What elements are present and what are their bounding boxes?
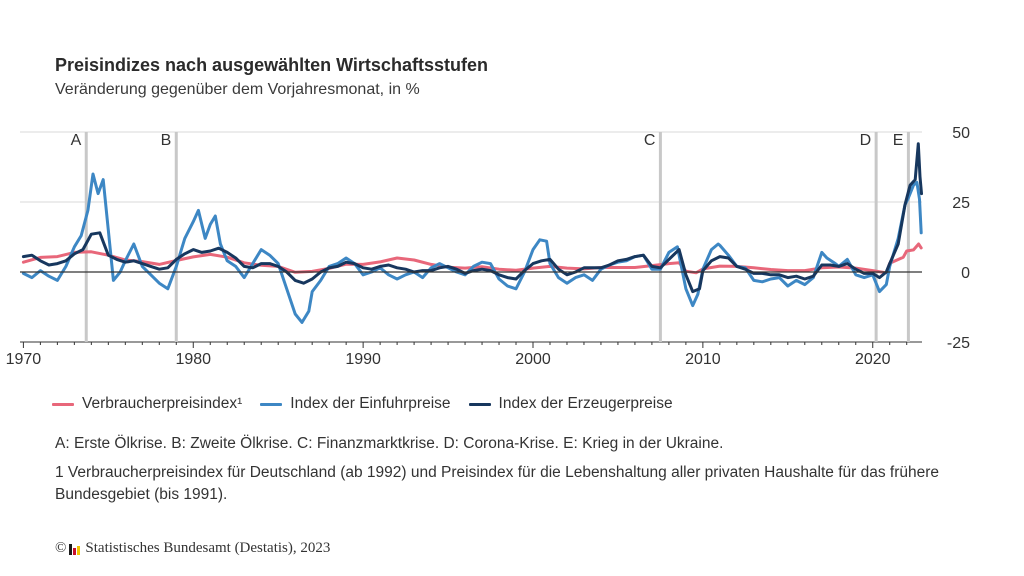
y-tick-label: 0 [961,265,970,282]
source-text: Statistisches Bundesamt (Destatis), 2023 [85,540,331,556]
legend-swatch-producer [468,402,491,406]
y-tick-label: 25 [952,195,970,212]
x-tick-label: 1990 [345,351,381,368]
legend-swatch-import [260,402,283,406]
y-tick-label: -25 [947,335,970,352]
legend-item-producer[interactable]: Index der Erzeugerpreise [468,395,673,413]
x-tick-label: 2020 [855,351,891,368]
legend-label-vpi: Verbraucherpreisindex¹ [82,395,243,412]
event-notes: A: Erste Ölkrise. B: Zweite Ölkrise. C: … [55,435,724,452]
x-tick-label: 2000 [515,351,551,368]
event-label: E [893,132,904,149]
chart-subtitle: Veränderung gegenüber dem Vorjahresmonat… [55,81,420,98]
source-credit: © Statistisches Bundesamt (Destatis), 20… [55,540,330,557]
footnote: 1 Verbraucherpreisindex für Deutschland … [55,464,940,503]
destatis-logo-icon [69,543,81,555]
event-label: B [161,132,172,149]
legend-swatch-vpi [52,402,74,406]
line-chart: 50 25 0 -25 1970 1980 1990 2000 2010 2020 A B C D E [6,125,971,368]
chart-legend: Verbraucherpreisindex¹ Index der Einfuhr… [52,395,691,413]
legend-item-import[interactable]: Index der Einfuhrpreise [260,395,451,413]
event-label: D [860,132,872,149]
series-line-producer [21,142,923,294]
y-tick-label: 50 [952,125,970,142]
event-label: A [71,132,82,149]
series-line-import [21,172,923,324]
x-tick-label: 1980 [175,351,211,368]
x-tick-label: 2010 [685,351,721,368]
copyright-symbol: © [55,540,67,556]
legend-item-vpi[interactable]: Verbraucherpreisindex¹ [52,395,242,413]
chart-title: Preisindizes nach ausgewählten Wirtschaf… [55,55,488,75]
event-label: C [644,132,656,149]
legend-label-import: Index der Einfuhrpreise [290,395,451,412]
legend-label-producer: Index der Erzeugerpreise [498,395,673,412]
x-tick-label: 1970 [6,351,42,368]
